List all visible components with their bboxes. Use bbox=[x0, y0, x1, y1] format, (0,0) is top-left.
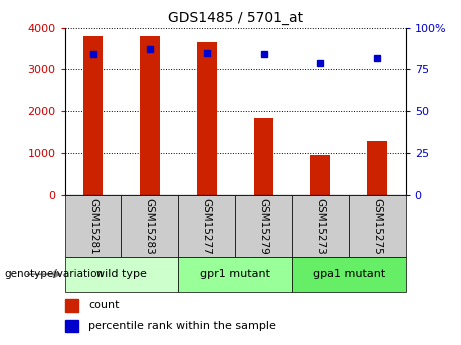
Text: GSM15275: GSM15275 bbox=[372, 198, 382, 254]
Bar bbox=[197, 42, 217, 195]
Bar bbox=[349, 195, 406, 257]
Text: GSM15281: GSM15281 bbox=[88, 198, 98, 254]
Text: GSM15283: GSM15283 bbox=[145, 198, 155, 254]
Bar bbox=[235, 195, 292, 257]
Text: gpr1 mutant: gpr1 mutant bbox=[200, 269, 270, 279]
Bar bbox=[65, 320, 78, 332]
Bar bbox=[292, 257, 406, 292]
Bar bbox=[292, 195, 349, 257]
Bar bbox=[65, 195, 121, 257]
Bar bbox=[65, 299, 78, 312]
Bar bbox=[178, 257, 292, 292]
Text: genotype/variation: genotype/variation bbox=[5, 269, 104, 279]
Bar bbox=[140, 36, 160, 195]
Bar bbox=[65, 257, 178, 292]
Bar bbox=[83, 36, 103, 195]
Title: GDS1485 / 5701_at: GDS1485 / 5701_at bbox=[167, 11, 303, 25]
Text: percentile rank within the sample: percentile rank within the sample bbox=[89, 321, 276, 331]
Bar bbox=[254, 118, 273, 195]
Bar bbox=[310, 155, 331, 195]
Text: GSM15277: GSM15277 bbox=[201, 198, 212, 254]
Bar bbox=[121, 195, 178, 257]
Text: count: count bbox=[89, 300, 120, 310]
Bar bbox=[178, 195, 235, 257]
Text: GSM15279: GSM15279 bbox=[259, 198, 269, 254]
Text: wild type: wild type bbox=[96, 269, 147, 279]
Text: GSM15273: GSM15273 bbox=[315, 198, 325, 254]
Text: gpa1 mutant: gpa1 mutant bbox=[313, 269, 385, 279]
Bar bbox=[367, 140, 387, 195]
